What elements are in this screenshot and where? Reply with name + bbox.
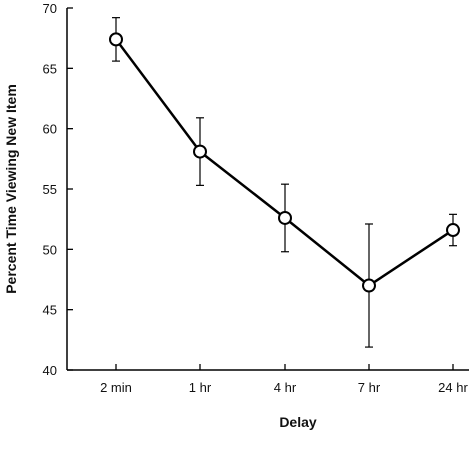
data-point (362, 278, 376, 293)
x-axis-title: Delay (279, 414, 317, 430)
y-tick-label: 70 (43, 1, 57, 16)
data-series (109, 32, 460, 293)
y-tick-label: 50 (43, 242, 57, 257)
error-bars (112, 17, 457, 348)
y-tick-label: 40 (43, 363, 57, 378)
x-tick-label: 4 hr (274, 380, 297, 395)
x-tick-label: 1 hr (189, 380, 212, 395)
data-point (193, 144, 207, 159)
data-point (109, 32, 123, 47)
line-chart: 40 45 50 55 60 65 70 2 min 1 hr 4 hr 7 hr 24 hr Del… (3, 1, 469, 430)
figure-caption-fragment (0, 437, 474, 456)
y-tick-label: 45 (43, 303, 57, 318)
axes (66, 7, 469, 371)
y-tick-label: 55 (43, 182, 57, 197)
x-tick-label: 24 hr (438, 380, 468, 395)
y-tick-label: 60 (43, 122, 57, 137)
tick-labels: 40 45 50 55 60 65 70 2 min 1 hr 4 hr 7 hr 24 hr (43, 1, 469, 395)
x-tick-label: 7 hr (358, 380, 381, 395)
y-tick-label: 65 (43, 61, 57, 76)
y-axis-title: Percent Time Viewing New Item (3, 84, 19, 294)
data-point (278, 210, 292, 225)
x-tick-label: 2 min (100, 380, 132, 395)
data-point (446, 223, 460, 238)
